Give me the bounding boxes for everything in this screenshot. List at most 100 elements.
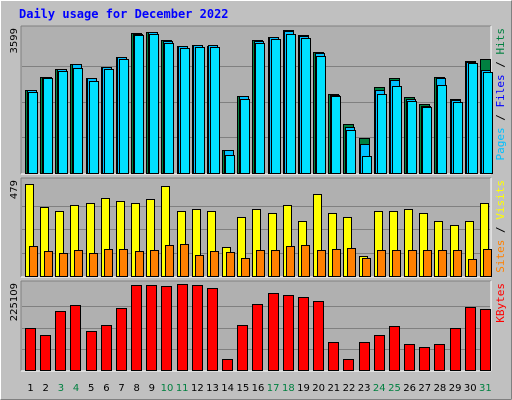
bar-kbytes-day-30 xyxy=(465,307,476,371)
bar-pages-day-31 xyxy=(483,72,493,174)
bar-pages-day-28 xyxy=(437,85,447,174)
bar-kbytes-day-2 xyxy=(40,335,51,371)
bar-pages-day-27 xyxy=(422,107,432,174)
bar-visits-day-31 xyxy=(483,249,492,277)
bar-kbytes-day-31 xyxy=(480,309,491,371)
bar-kbytes-day-13 xyxy=(207,288,218,371)
bar-kbytes-day-19 xyxy=(298,297,309,371)
bar-kbytes-day-27 xyxy=(419,347,430,371)
x-axis-ticks: 1 2 3 4 5 6 7 8 9 10 11 12 13 14 15 16 17 18 19 20 21 22 23 24 2… xyxy=(27,383,491,394)
bar-pages-day-5 xyxy=(89,81,99,174)
bar-kbytes-day-20 xyxy=(313,301,324,371)
series-label-part-visits-sites-0: Sites xyxy=(494,240,507,273)
bar-kbytes-day-29 xyxy=(450,328,461,371)
bar-kbytes-day-9 xyxy=(146,285,157,371)
series-label-part-hits-files-pages-1: / xyxy=(494,108,507,128)
x-tick-day-7: 7 xyxy=(118,383,124,394)
bar-visits-day-13 xyxy=(210,251,219,277)
bar-kbytes-day-25 xyxy=(389,326,400,371)
bar-visits-day-25 xyxy=(392,250,401,277)
bar-pages-day-19 xyxy=(301,38,311,174)
bar-pages-day-26 xyxy=(407,101,417,174)
bar-visits-day-23 xyxy=(362,258,371,277)
x-tick-day-31: 31 xyxy=(479,383,492,394)
panel-hits-files-pages: 3599 Pages / Files / Hits xyxy=(9,25,507,175)
chart-title: Daily usage for December 2022 xyxy=(19,7,229,21)
x-tick-day-6: 6 xyxy=(103,383,109,394)
bar-visits-day-6 xyxy=(104,249,113,277)
x-tick-day-22: 22 xyxy=(343,383,356,394)
bar-pages-day-1 xyxy=(28,92,38,174)
ymax-label-visits-sites: 479 xyxy=(9,180,20,199)
x-tick-day-14: 14 xyxy=(221,383,234,394)
bar-pages-day-24 xyxy=(377,94,387,174)
bar-visits-day-12 xyxy=(195,255,204,277)
bar-kbytes-day-7 xyxy=(116,308,127,371)
bar-pages-day-13 xyxy=(210,47,220,174)
bar-visits-day-11 xyxy=(180,244,189,277)
x-tick-day-21: 21 xyxy=(327,383,340,394)
bar-pages-day-30 xyxy=(468,63,478,174)
bar-visits-day-7 xyxy=(119,249,128,277)
x-tick-day-29: 29 xyxy=(449,383,462,394)
bar-pages-day-8 xyxy=(134,35,144,174)
bar-visits-day-16 xyxy=(256,250,265,277)
series-label-part-visits-sites-2: Visits xyxy=(494,180,507,220)
bar-visits-day-20 xyxy=(317,250,326,277)
series-label-part-kbytes-0: KBytes xyxy=(494,283,507,323)
x-tick-day-20: 20 xyxy=(312,383,325,394)
series-label-kbytes: KBytes xyxy=(494,283,507,323)
bar-visits-day-27 xyxy=(423,250,432,277)
bar-visits-day-24 xyxy=(377,250,386,277)
bar-kbytes-day-10 xyxy=(161,286,172,371)
x-tick-day-23: 23 xyxy=(358,383,371,394)
bar-kbytes-day-17 xyxy=(268,293,279,371)
panel-visits-sites: 479 Sites / Visits xyxy=(9,177,507,278)
bar-visits-day-30 xyxy=(468,259,477,277)
series-label-hits-files-pages: Pages / Files / Hits xyxy=(494,28,507,161)
bar-visits-day-10 xyxy=(165,245,174,277)
bar-visits-day-18 xyxy=(286,246,295,277)
bar-visits-day-3 xyxy=(59,253,68,277)
x-tick-day-17: 17 xyxy=(267,383,280,394)
x-tick-day-26: 26 xyxy=(403,383,416,394)
bar-pages-day-12 xyxy=(195,47,205,174)
bar-pages-day-29 xyxy=(453,102,463,174)
bar-kbytes-day-28 xyxy=(434,344,445,371)
bar-kbytes-day-23 xyxy=(359,342,370,371)
x-tick-day-11: 11 xyxy=(176,383,189,394)
bar-visits-day-14 xyxy=(226,252,235,277)
bar-kbytes-day-22 xyxy=(343,359,354,371)
bar-pages-day-25 xyxy=(392,86,402,174)
x-tick-day-9: 9 xyxy=(149,383,155,394)
bar-kbytes-day-12 xyxy=(192,285,203,371)
bar-kbytes-day-11 xyxy=(177,284,188,371)
bar-pages-day-15 xyxy=(240,99,250,174)
panel-kbytes: 225109 KBytes xyxy=(9,280,507,372)
bar-visits-day-28 xyxy=(438,250,447,277)
bar-pages-day-21 xyxy=(331,96,341,174)
x-tick-day-16: 16 xyxy=(252,383,265,394)
bar-kbytes-day-14 xyxy=(222,359,233,371)
bar-pages-day-17 xyxy=(271,39,281,174)
x-tick-day-24: 24 xyxy=(373,383,386,394)
bar-kbytes-day-21 xyxy=(328,342,339,371)
bar-visits-day-15 xyxy=(241,258,250,277)
x-tick-day-10: 10 xyxy=(161,383,174,394)
bar-pages-day-18 xyxy=(286,34,296,174)
bar-visits-day-4 xyxy=(74,250,83,277)
x-tick-day-18: 18 xyxy=(282,383,295,394)
x-tick-day-27: 27 xyxy=(418,383,431,394)
bar-pages-day-14 xyxy=(225,155,235,174)
bar-pages-day-22 xyxy=(346,130,356,174)
x-tick-day-15: 15 xyxy=(236,383,249,394)
panels-group: 3599 Pages / Files / Hits 479 Sites / Visit… xyxy=(9,25,507,372)
bar-pages-day-6 xyxy=(104,69,114,174)
bar-pages-day-23 xyxy=(362,156,372,174)
x-tick-day-2: 2 xyxy=(43,383,49,394)
ymax-label-hits-files-pages: 3599 xyxy=(9,28,20,53)
series-label-part-hits-files-pages-0: Pages xyxy=(494,127,507,160)
bar-kbytes-day-3 xyxy=(55,311,66,371)
bar-pages-day-7 xyxy=(119,59,129,174)
series-label-part-hits-files-pages-4: Hits xyxy=(494,28,507,55)
